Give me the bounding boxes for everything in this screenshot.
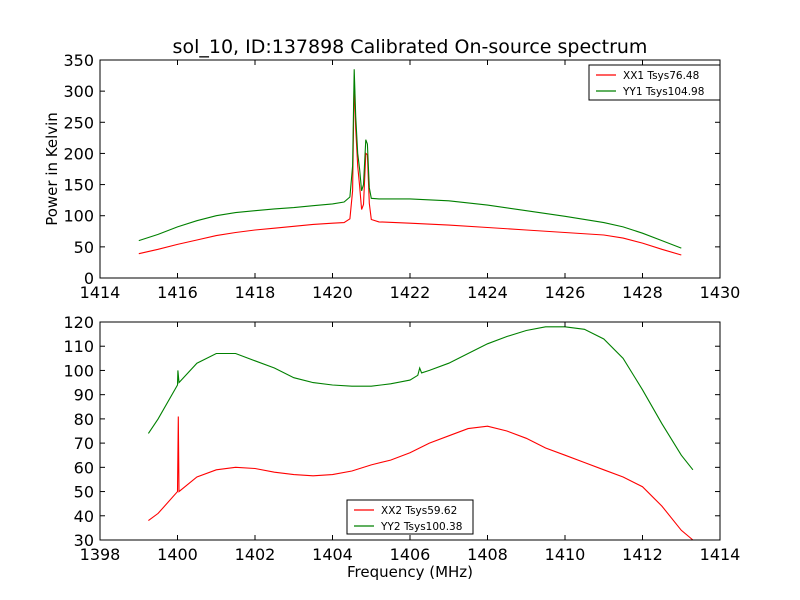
bottom-chart-x-tick-label: 1402 (235, 545, 276, 564)
bottom-chart-x-tick-label: 1400 (157, 545, 198, 564)
bottom-chart-x-tick-label: 1408 (467, 545, 508, 564)
top-chart-y-tick-label: 200 (63, 144, 94, 163)
bottom-chart-x-axis-label: Frequency (MHz) (347, 563, 473, 581)
top-chart-x-tick-label: 1418 (235, 283, 276, 302)
top-chart-legend: XX1 Tsys76.48 YY1 Tsys104.98 (588, 64, 721, 101)
top-chart-y-tick-label: 50 (74, 238, 94, 257)
top-chart-x-tick-label: 1426 (545, 283, 586, 302)
bottom-chart-x-tick-label: 1414 (700, 545, 741, 564)
top-chart-x-tick-label: 1424 (467, 283, 508, 302)
top-chart-plot-area: 1414 1416 1418 1420 1422 1424 1426 1428 1430 0 50 1… (63, 51, 740, 302)
top-chart-legend-box (588, 64, 721, 101)
top-chart-y-tick-label: 250 (63, 113, 94, 132)
bottom-chart-y-tick-label: 30 (74, 531, 94, 550)
top-chart-legend-label-1: XX1 Tsys76.48 (623, 70, 699, 82)
bottom-chart-y-tick-label: 40 (74, 507, 94, 526)
top-chart-x-tick-label: 1420 (312, 283, 353, 302)
bottom-chart-x-tick-label: 1406 (390, 545, 431, 564)
bottom-chart-legend-label-2: YY2 Tsys100.38 (380, 521, 462, 533)
bottom-chart-x-tick-label: 1412 (622, 545, 663, 564)
top-chart-x-tick-label: 1430 (700, 283, 741, 302)
bottom-chart-series-line-1 (148, 416, 694, 541)
bottom-chart-legend-box (346, 499, 474, 535)
top-chart-x-tick-label: 1416 (157, 283, 198, 302)
bottom-chart-x-tick-label: 1404 (312, 545, 353, 564)
bottom-chart-y-tick-label: 120 (63, 313, 94, 332)
bottom-chart-x-tick-label: 1398 (80, 545, 121, 564)
bottom-chart-y-tick-label: 90 (74, 386, 94, 405)
bottom-chart-x-tick-label: 1410 (545, 545, 586, 564)
top-chart-y-tick-label: 350 (63, 51, 94, 70)
top-chart-y-tick-label: 150 (63, 176, 94, 195)
top-chart-series-line-1 (138, 79, 682, 256)
top-chart-y-tick-label: 300 (63, 82, 94, 101)
bottom-chart-y-tick-label: 110 (63, 337, 94, 356)
top-chart-y-tick-label: 100 (63, 207, 94, 226)
bottom-chart-y-tick-label: 60 (74, 458, 94, 477)
bottom-chart-series-line-2 (147, 326, 694, 471)
top-chart-x-tick-label: 1428 (622, 283, 663, 302)
bottom-chart-plot-area: 1398 1400 1402 1404 1406 1408 1410 1412 1414 30 40… (63, 313, 740, 564)
bottom-chart-y-tick-label: 70 (74, 434, 94, 453)
bottom-chart-y-tick-label: 100 (63, 361, 94, 380)
top-chart-title: sol_10, ID:137898 Calibrated On-source s… (173, 36, 648, 58)
top-chart-x-tick-label: 1414 (80, 283, 121, 302)
top-chart-legend-label-2: YY1 Tsys104.98 (622, 86, 704, 98)
bottom-chart-legend: XX2 Tsys59.62 YY2 Tsys100.38 (346, 499, 474, 535)
top-chart-y-tick-label: 0 (84, 269, 94, 288)
top-chart-y-axis-label: Power in Kelvin (43, 112, 61, 226)
bottom-chart-y-tick-label: 80 (74, 410, 94, 429)
bottom-chart-legend-label-1: XX2 Tsys59.62 (381, 505, 457, 517)
bottom-chart-y-tick-label: 50 (74, 483, 94, 502)
top-chart-series-line-2 (138, 69, 682, 249)
top-chart-x-tick-label: 1422 (390, 283, 431, 302)
